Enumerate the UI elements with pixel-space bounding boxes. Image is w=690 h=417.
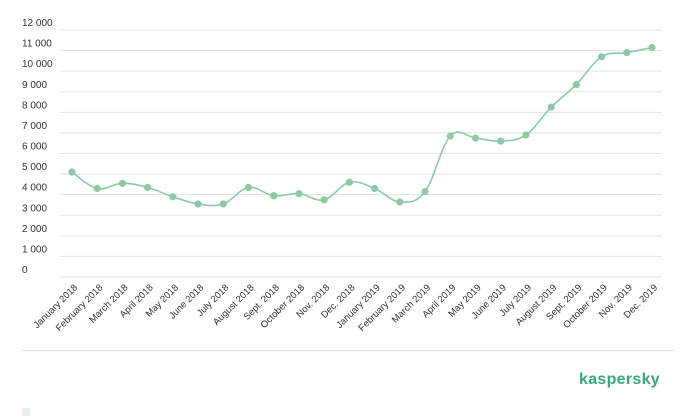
data-point bbox=[93, 184, 101, 193]
y-tick-label: 12 000 bbox=[22, 18, 53, 29]
data-point bbox=[648, 43, 656, 52]
y-tick-label: 11 000 bbox=[22, 39, 52, 50]
data-point bbox=[345, 178, 353, 186]
y-tick-label: 0 bbox=[22, 265, 28, 276]
bottom-divider bbox=[22, 350, 674, 351]
data-point bbox=[270, 192, 278, 200]
data-point bbox=[219, 200, 227, 208]
data-point bbox=[244, 183, 253, 192]
y-tick-label: 2 000 bbox=[22, 224, 47, 235]
data-point bbox=[169, 193, 177, 201]
data-point bbox=[597, 53, 606, 61]
y-tick-label: 5 000 bbox=[22, 162, 47, 173]
y-tick-label: 3 000 bbox=[22, 203, 47, 214]
data-point bbox=[320, 196, 328, 204]
data-point bbox=[572, 80, 580, 89]
data-point bbox=[144, 183, 152, 192]
data-point bbox=[547, 103, 555, 111]
data-point bbox=[446, 132, 454, 140]
data-point bbox=[68, 168, 76, 176]
data-point bbox=[471, 134, 480, 142]
y-tick-label: 4 000 bbox=[22, 183, 47, 194]
kaspersky-logo: kaspersky bbox=[579, 371, 660, 388]
y-axis: 0 1 000 2 000 3 000 4 000 5 000 6 000 7 000 8 00… bbox=[22, 18, 53, 276]
data-point bbox=[497, 137, 505, 145]
data-point bbox=[194, 200, 202, 208]
data-points bbox=[68, 43, 656, 208]
y-tick-label: 10 000 bbox=[22, 59, 53, 70]
data-point bbox=[396, 198, 404, 206]
y-tick-label: 9 000 bbox=[22, 80, 47, 91]
y-tick-label: 7 000 bbox=[22, 121, 47, 132]
data-point bbox=[295, 190, 303, 198]
y-tick-label: 8 000 bbox=[22, 100, 47, 111]
y-tick-label: 6 000 bbox=[22, 142, 47, 153]
gridlines bbox=[60, 29, 662, 278]
data-point bbox=[371, 184, 379, 193]
data-point bbox=[522, 131, 530, 139]
corner-mark bbox=[22, 408, 30, 416]
data-point bbox=[118, 179, 127, 187]
data-point bbox=[623, 49, 631, 57]
y-tick-label: 1 000 bbox=[22, 244, 47, 255]
data-point bbox=[421, 187, 429, 196]
